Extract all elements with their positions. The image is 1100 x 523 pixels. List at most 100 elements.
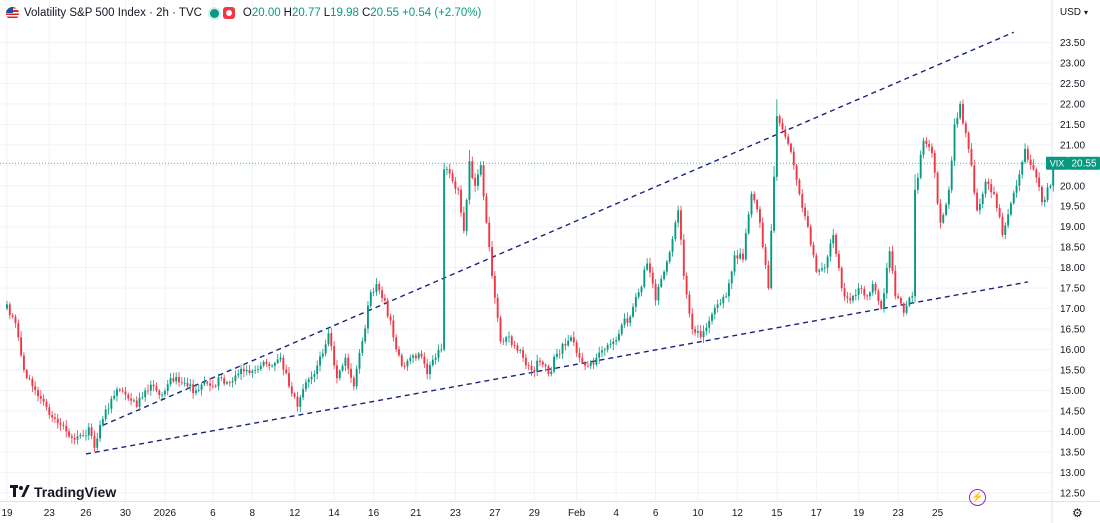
candle xyxy=(440,343,443,353)
candle xyxy=(169,372,172,387)
y-tick-label: 13.50 xyxy=(1060,447,1085,458)
symbol-title[interactable]: Volatility S&P 500 Index · 2h · TVC xyxy=(24,7,202,19)
candle-body xyxy=(443,169,446,350)
candle-body xyxy=(688,294,691,314)
candle xyxy=(434,353,437,365)
candle-body xyxy=(279,357,282,360)
candle xyxy=(99,420,102,442)
y-tick-label: 17.50 xyxy=(1060,284,1085,295)
candle xyxy=(829,238,832,262)
candle xyxy=(970,143,973,167)
candle-body xyxy=(296,396,299,407)
lightning-icon[interactable]: ⚡ xyxy=(969,489,986,506)
candle xyxy=(130,392,133,406)
candle xyxy=(22,352,25,373)
candle xyxy=(406,359,409,371)
candle xyxy=(420,350,423,359)
candle xyxy=(290,381,293,397)
candle-body xyxy=(708,320,711,328)
candle-body xyxy=(290,386,293,394)
candle-body xyxy=(623,318,626,325)
market-status-icon[interactable] xyxy=(209,8,219,18)
candle-body xyxy=(310,376,313,380)
candle xyxy=(445,166,448,175)
candle xyxy=(358,349,361,374)
candle-body xyxy=(756,200,759,210)
visibility-icon[interactable] xyxy=(222,7,235,19)
candle-body xyxy=(939,203,942,223)
candle xyxy=(750,191,753,218)
candle xyxy=(192,379,195,399)
candle-body xyxy=(479,165,482,175)
candle xyxy=(271,364,274,368)
candle-body xyxy=(28,378,31,379)
x-tick-label: 16 xyxy=(368,508,380,519)
candle xyxy=(539,357,541,367)
y-tick-label: 23.00 xyxy=(1060,58,1085,69)
candle xyxy=(547,364,550,377)
currency-selector[interactable]: USD ▾ xyxy=(1060,7,1088,18)
x-tick-label: 15 xyxy=(771,508,783,519)
candle-body xyxy=(885,267,888,294)
x-tick-label: 23 xyxy=(893,508,905,519)
candle-body xyxy=(713,307,716,315)
candle-body xyxy=(496,297,499,318)
candle xyxy=(465,198,468,236)
candle-body xyxy=(866,295,869,297)
candle xyxy=(801,189,804,213)
candle-body xyxy=(217,377,220,387)
candle xyxy=(998,204,1001,219)
candle xyxy=(485,192,488,224)
candle-body xyxy=(223,378,226,384)
x-tick-label: 27 xyxy=(489,508,501,519)
candle xyxy=(93,430,96,452)
candle xyxy=(1004,222,1007,240)
candle-body xyxy=(868,292,871,297)
candle-body xyxy=(1052,163,1055,186)
candle xyxy=(31,376,34,393)
candle-body xyxy=(62,424,65,426)
candle-body xyxy=(431,359,434,366)
candle-body xyxy=(434,357,437,360)
candle xyxy=(42,394,45,406)
candle-body xyxy=(643,269,646,287)
us-flag-icon xyxy=(6,6,19,20)
candle-body xyxy=(680,210,682,240)
candle-body xyxy=(919,154,922,178)
candle xyxy=(626,312,629,327)
candle-body xyxy=(572,337,575,343)
candle-body xyxy=(462,212,465,231)
candle-body xyxy=(640,286,643,293)
candle-body xyxy=(976,192,979,211)
candle-body xyxy=(730,271,733,284)
gear-icon[interactable]: ⚙ xyxy=(1072,506,1083,520)
candle-body xyxy=(764,247,767,265)
trendline-upper[interactable] xyxy=(102,31,1015,426)
candle xyxy=(866,294,869,301)
candle-body xyxy=(967,132,970,149)
candle-body xyxy=(367,305,369,329)
candle xyxy=(634,292,637,313)
tradingview-logo[interactable]: TradingView xyxy=(10,484,116,500)
candle xyxy=(361,337,364,357)
candle-body xyxy=(93,435,96,448)
candle xyxy=(908,296,911,308)
candle-body xyxy=(843,288,846,297)
candle xyxy=(45,398,48,411)
candle-body xyxy=(722,297,725,304)
candle xyxy=(276,353,279,365)
candle-body xyxy=(152,384,155,387)
candle-body xyxy=(242,368,245,372)
high-value: 20.77 xyxy=(291,7,321,19)
candle-body xyxy=(925,140,928,144)
candle xyxy=(316,360,319,380)
x-tick-label: 23 xyxy=(450,508,462,519)
candle xyxy=(321,348,324,360)
candle-body xyxy=(863,288,866,296)
trendline-lower[interactable] xyxy=(85,281,1028,455)
candle xyxy=(73,433,76,445)
candle-body xyxy=(172,378,175,382)
x-tick-label: 2026 xyxy=(154,508,177,519)
